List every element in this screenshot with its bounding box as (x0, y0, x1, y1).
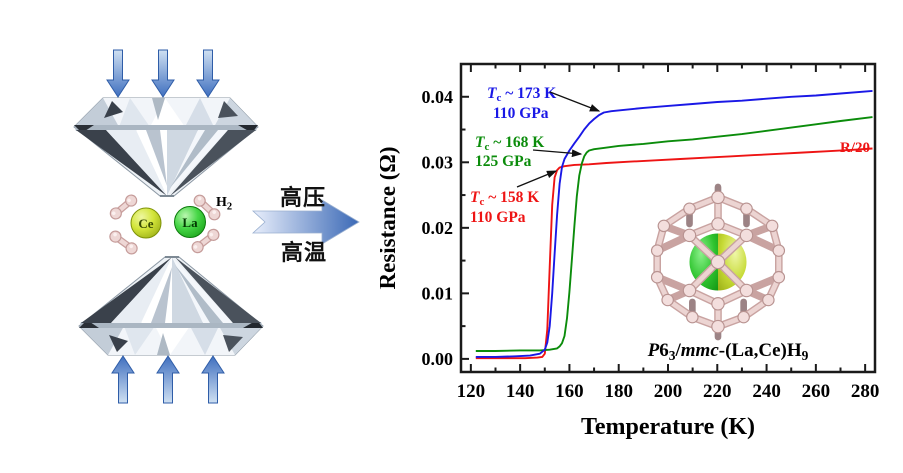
pressure-arrows-top (106, 49, 220, 98)
x-tick-label: 220 (703, 381, 732, 402)
resistance-chart: 120 140 160 180 200 220 240 260 280 0.00 0.01 0.02 0… (380, 62, 880, 440)
annotation-arrow-green (532, 149, 583, 158)
high-pressure-label: 高压 (280, 185, 327, 210)
ce-atom-label: Ce (138, 216, 153, 231)
svg-text:125 GPa: 125 GPa (475, 153, 532, 170)
high-temperature-label: 高温 (281, 240, 328, 265)
la-atom: La (174, 206, 206, 238)
axis-tick-labels: 120 140 160 180 200 220 240 260 280 0.00 0.01 0.02 0… (422, 87, 880, 402)
svg-text:Tc ~ 168 K: Tc ~ 168 K (475, 134, 544, 153)
x-tick-label: 160 (555, 381, 584, 402)
pressure-arrows-bottom (111, 355, 225, 404)
y-tick-label: 0.04 (422, 87, 454, 107)
y-tick-label: 0.00 (422, 349, 454, 369)
annotation-tc-168: Tc ~ 168 K 125 GPa (475, 134, 583, 170)
la-atom-label: La (182, 215, 198, 230)
curve-series-0 (475, 147, 873, 360)
y-tick-label: 0.03 (422, 152, 454, 172)
plot-frame (459, 62, 877, 374)
y-axis-title: Resistance (Ω) (380, 147, 400, 290)
la-ce-central-atom (689, 233, 747, 291)
x-tick-label: 280 (851, 381, 880, 402)
annotation-tc-158: Tc ~ 158 K 110 GPa (470, 170, 558, 226)
ce-atom: Ce (130, 207, 162, 239)
annotation-tc-173: Tc ~ 173 K 110 GPa (487, 85, 601, 122)
x-tick-label: 140 (506, 381, 534, 402)
diamond-anvil-bottom (78, 256, 264, 356)
svg-text:Tc ~ 158 K: Tc ~ 158 K (470, 189, 539, 208)
x-axis-title: Temperature (K) (581, 414, 755, 440)
x-tick-label: 200 (654, 381, 683, 402)
annotation-arrow-red (516, 170, 558, 188)
svg-text:Tc ~ 173 K: Tc ~ 173 K (487, 85, 556, 104)
h2-label: H2 (216, 195, 232, 213)
dac-illustration: H2 Ce La (73, 49, 360, 404)
curve-series-1 (475, 116, 873, 352)
inset-formula: P63/mmc-(La,Ce)H9 (647, 340, 809, 363)
h-cage-atoms (650, 190, 786, 334)
svg-text:110 GPa: 110 GPa (493, 105, 549, 122)
x-tick-label: 260 (802, 381, 831, 402)
resistance-curves (475, 89, 873, 360)
y-tick-label: 0.02 (422, 218, 454, 238)
curve-series-2 (475, 89, 873, 358)
crystal-structure-inset (650, 183, 786, 341)
x-tick-label: 180 (604, 381, 633, 402)
x-tick-label: 120 (457, 381, 486, 402)
svg-text:110 GPa: 110 GPa (470, 209, 526, 226)
process-arrow (251, 199, 360, 245)
diamond-anvil-top (73, 97, 259, 197)
annotation-arrow-blue (549, 91, 601, 112)
y-tick-label: 0.01 (422, 283, 454, 303)
r20-label: R/20 (840, 140, 870, 156)
x-tick-label: 240 (752, 381, 781, 402)
